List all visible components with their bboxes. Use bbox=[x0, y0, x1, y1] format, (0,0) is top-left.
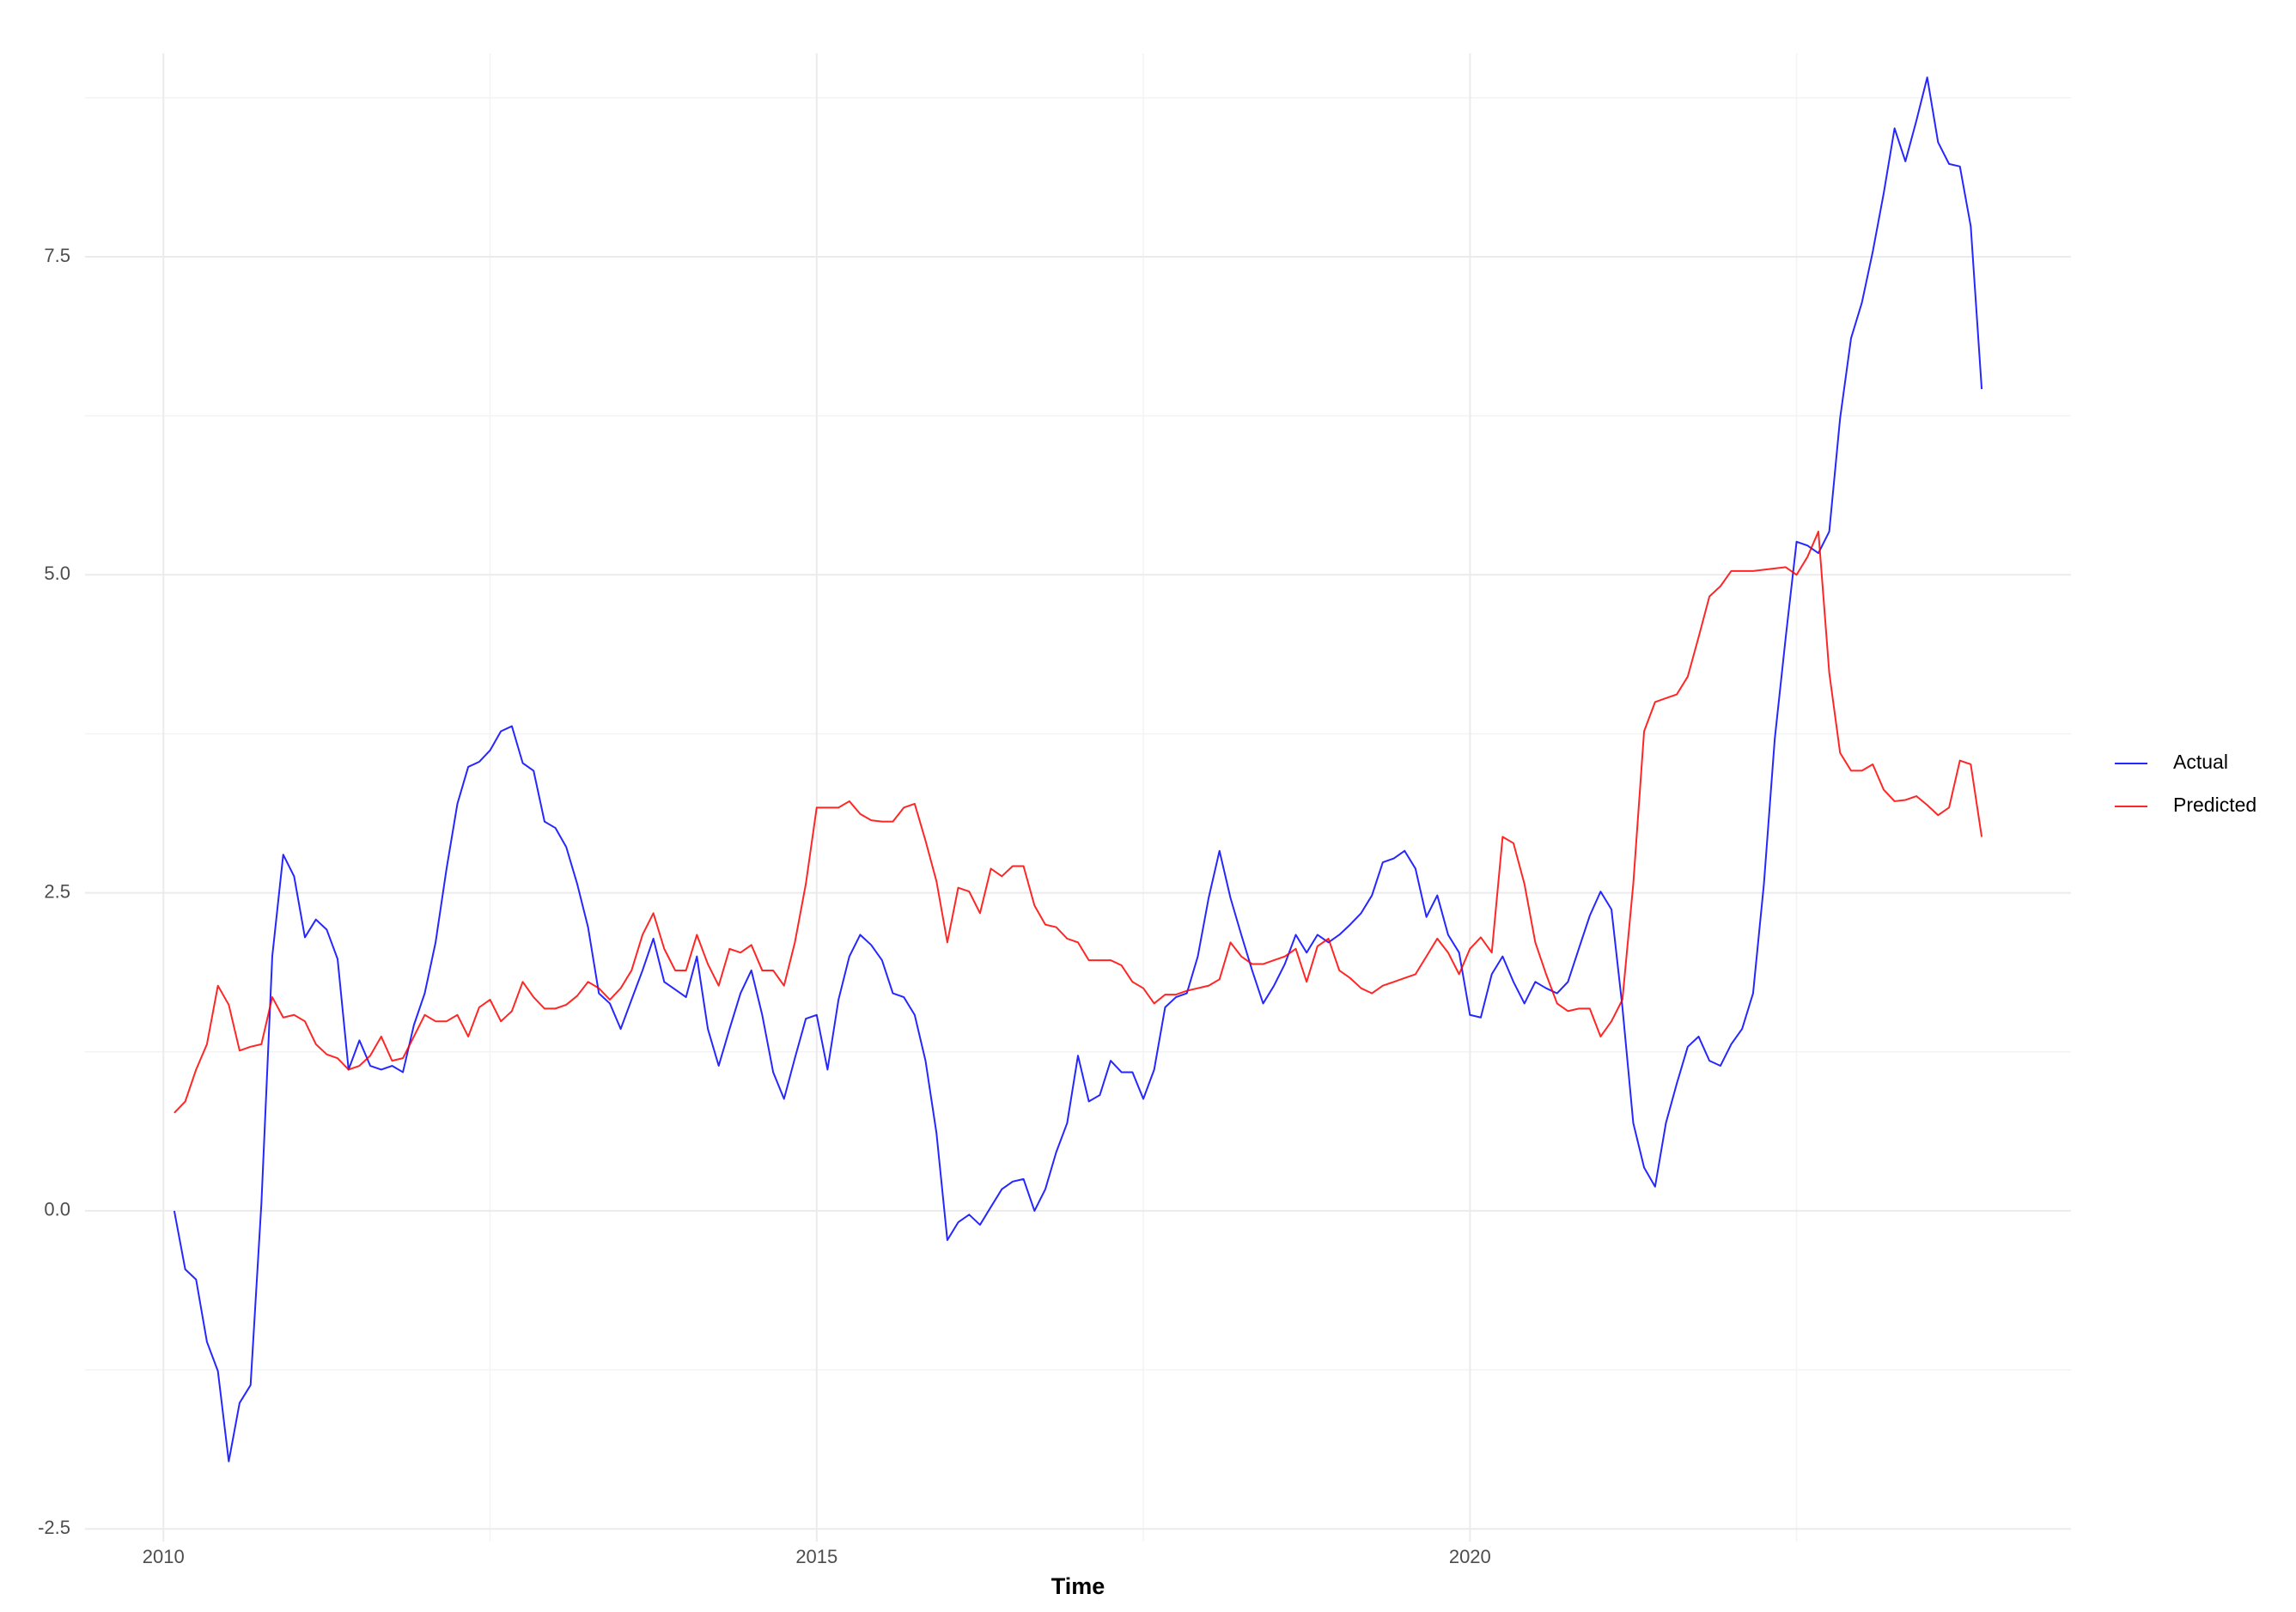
series-line bbox=[173, 76, 1983, 1463]
legend-label: Predicted bbox=[2173, 794, 2256, 816]
plot-lines bbox=[173, 76, 1983, 1463]
grid bbox=[85, 53, 2071, 1542]
y-tick-label: -2.5 bbox=[38, 1517, 70, 1538]
y-tick-label: 2.5 bbox=[44, 880, 70, 902]
legend-label: Actual bbox=[2173, 751, 2228, 773]
legend: Actual Predicted bbox=[2115, 751, 2256, 816]
x-tick-label: 2020 bbox=[1449, 1546, 1491, 1567]
x-tick-label: 2010 bbox=[143, 1546, 185, 1567]
y-tick-label: 7.5 bbox=[44, 245, 70, 266]
y-tick-label: 5.0 bbox=[44, 563, 70, 584]
x-tick-label: 2015 bbox=[795, 1546, 837, 1567]
series-line bbox=[174, 530, 1983, 1114]
y-tick-label: 0.0 bbox=[44, 1199, 70, 1220]
axes: 2010 2015 2020 -2.5 0.0 2.5 5.0 7.5 bbox=[38, 245, 1491, 1567]
x-axis-title: Time bbox=[1051, 1573, 1105, 1599]
